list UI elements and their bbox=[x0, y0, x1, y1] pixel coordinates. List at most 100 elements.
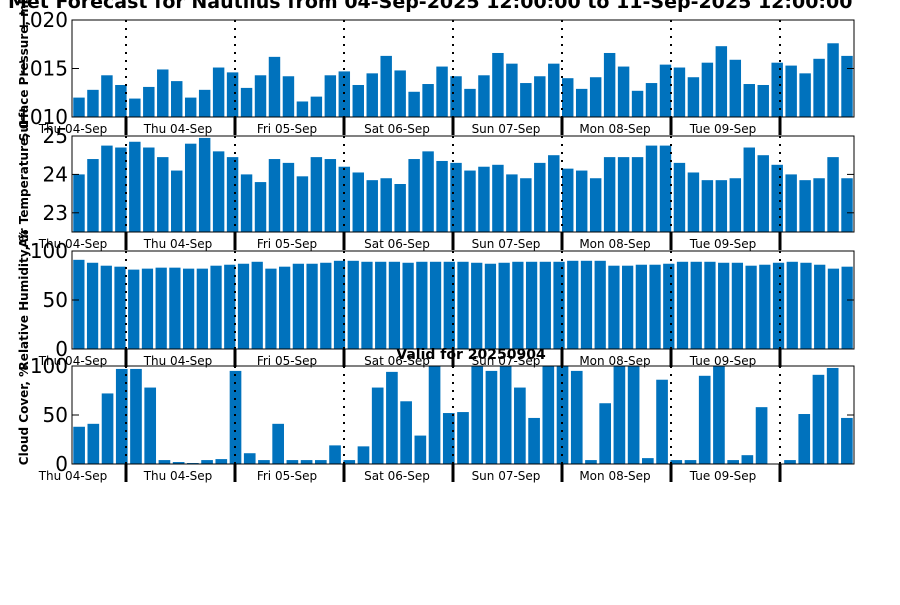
bar bbox=[715, 180, 728, 232]
x-tick-label: Thu 04-Sep bbox=[143, 237, 213, 251]
bar bbox=[73, 426, 85, 464]
bar bbox=[659, 64, 672, 117]
bar bbox=[771, 62, 783, 117]
panel-subtitle: Valid for 20250904 bbox=[396, 347, 546, 363]
bar bbox=[642, 458, 654, 464]
bar bbox=[827, 268, 840, 349]
bar bbox=[114, 266, 126, 349]
bar bbox=[785, 174, 797, 232]
bar bbox=[182, 268, 195, 349]
bar bbox=[520, 178, 532, 232]
bar bbox=[690, 261, 702, 349]
bar bbox=[366, 180, 378, 232]
bar bbox=[416, 261, 428, 349]
bar bbox=[286, 460, 299, 464]
bar bbox=[743, 84, 755, 117]
bar bbox=[272, 423, 284, 464]
bar bbox=[442, 413, 455, 464]
bar bbox=[635, 264, 647, 349]
bar bbox=[553, 261, 565, 349]
x-tick-label: Tue 09-Sep bbox=[689, 469, 757, 483]
bar bbox=[143, 147, 155, 232]
y-tick-label: 50 bbox=[43, 403, 68, 427]
y-tick-label: 1010 bbox=[17, 105, 68, 129]
bar bbox=[87, 89, 99, 117]
bar bbox=[478, 75, 490, 117]
bar bbox=[224, 264, 236, 349]
bar bbox=[528, 417, 540, 464]
bar bbox=[701, 62, 714, 117]
x-tick-label: Mon 08-Sep bbox=[579, 122, 650, 136]
x-tick-label: Thu 04-Sep bbox=[143, 469, 213, 483]
bar bbox=[589, 77, 602, 117]
bar bbox=[570, 370, 583, 464]
bar bbox=[296, 101, 309, 117]
x-tick-label: Fri 05-Sep bbox=[257, 469, 317, 483]
y-tick-label: 50 bbox=[43, 288, 68, 312]
bar bbox=[743, 147, 755, 232]
axis-box bbox=[71, 135, 855, 233]
bar bbox=[617, 66, 630, 117]
bar bbox=[436, 66, 448, 117]
bar bbox=[841, 266, 853, 349]
x-tick-label: Sat 06-Sep bbox=[364, 122, 430, 136]
bar bbox=[450, 162, 462, 232]
bar bbox=[436, 160, 448, 232]
bar bbox=[613, 366, 626, 464]
bar bbox=[443, 261, 455, 349]
bar bbox=[729, 178, 742, 232]
bar bbox=[727, 460, 739, 464]
bar bbox=[158, 460, 171, 464]
y-tick-label: 100 bbox=[30, 239, 68, 263]
bar bbox=[567, 260, 579, 349]
bar bbox=[343, 460, 356, 464]
x-tick-label: Fri 05-Sep bbox=[257, 122, 317, 136]
bar bbox=[171, 170, 183, 232]
bar bbox=[320, 262, 332, 349]
bar bbox=[485, 370, 498, 464]
bar bbox=[492, 164, 504, 232]
bar bbox=[226, 72, 239, 117]
bar bbox=[478, 166, 490, 232]
x-tick-label: Sat 06-Sep bbox=[364, 354, 430, 368]
bar bbox=[506, 63, 518, 117]
bar bbox=[814, 264, 826, 349]
panel-1: 1010 1015 1020 Thu 04-Sep Thu 04-Sep Fri 05-S… bbox=[17, 0, 855, 141]
bar bbox=[157, 69, 169, 117]
bar bbox=[87, 159, 99, 232]
bar bbox=[687, 77, 700, 117]
bar bbox=[338, 71, 351, 117]
bar bbox=[130, 368, 142, 464]
bar bbox=[798, 414, 811, 464]
bar bbox=[143, 86, 155, 117]
y-axis-label: Air Temperature, C bbox=[17, 120, 31, 248]
bar bbox=[759, 264, 771, 349]
bar bbox=[813, 178, 825, 232]
bar bbox=[73, 174, 85, 232]
bar bbox=[129, 141, 141, 232]
bar bbox=[525, 261, 538, 349]
bar bbox=[237, 263, 250, 349]
bar bbox=[603, 52, 616, 118]
bar bbox=[704, 261, 716, 349]
bar bbox=[144, 387, 157, 464]
figure-title: Met Forecast for Nautilus from 04-Sep-20… bbox=[8, 0, 852, 13]
bar bbox=[310, 96, 323, 117]
bar bbox=[115, 368, 128, 464]
bar bbox=[784, 460, 796, 464]
bar bbox=[296, 176, 309, 232]
bar bbox=[562, 78, 574, 117]
y-tick-label: 100 bbox=[30, 354, 68, 378]
x-tick-label: Mon 08-Sep bbox=[579, 469, 650, 483]
bar bbox=[841, 417, 853, 464]
y-axis-label: Relative Humidity, % bbox=[17, 230, 31, 371]
bar bbox=[100, 265, 112, 349]
bar bbox=[366, 73, 378, 117]
bar bbox=[243, 453, 256, 464]
bar bbox=[799, 73, 811, 117]
bar bbox=[464, 170, 476, 232]
